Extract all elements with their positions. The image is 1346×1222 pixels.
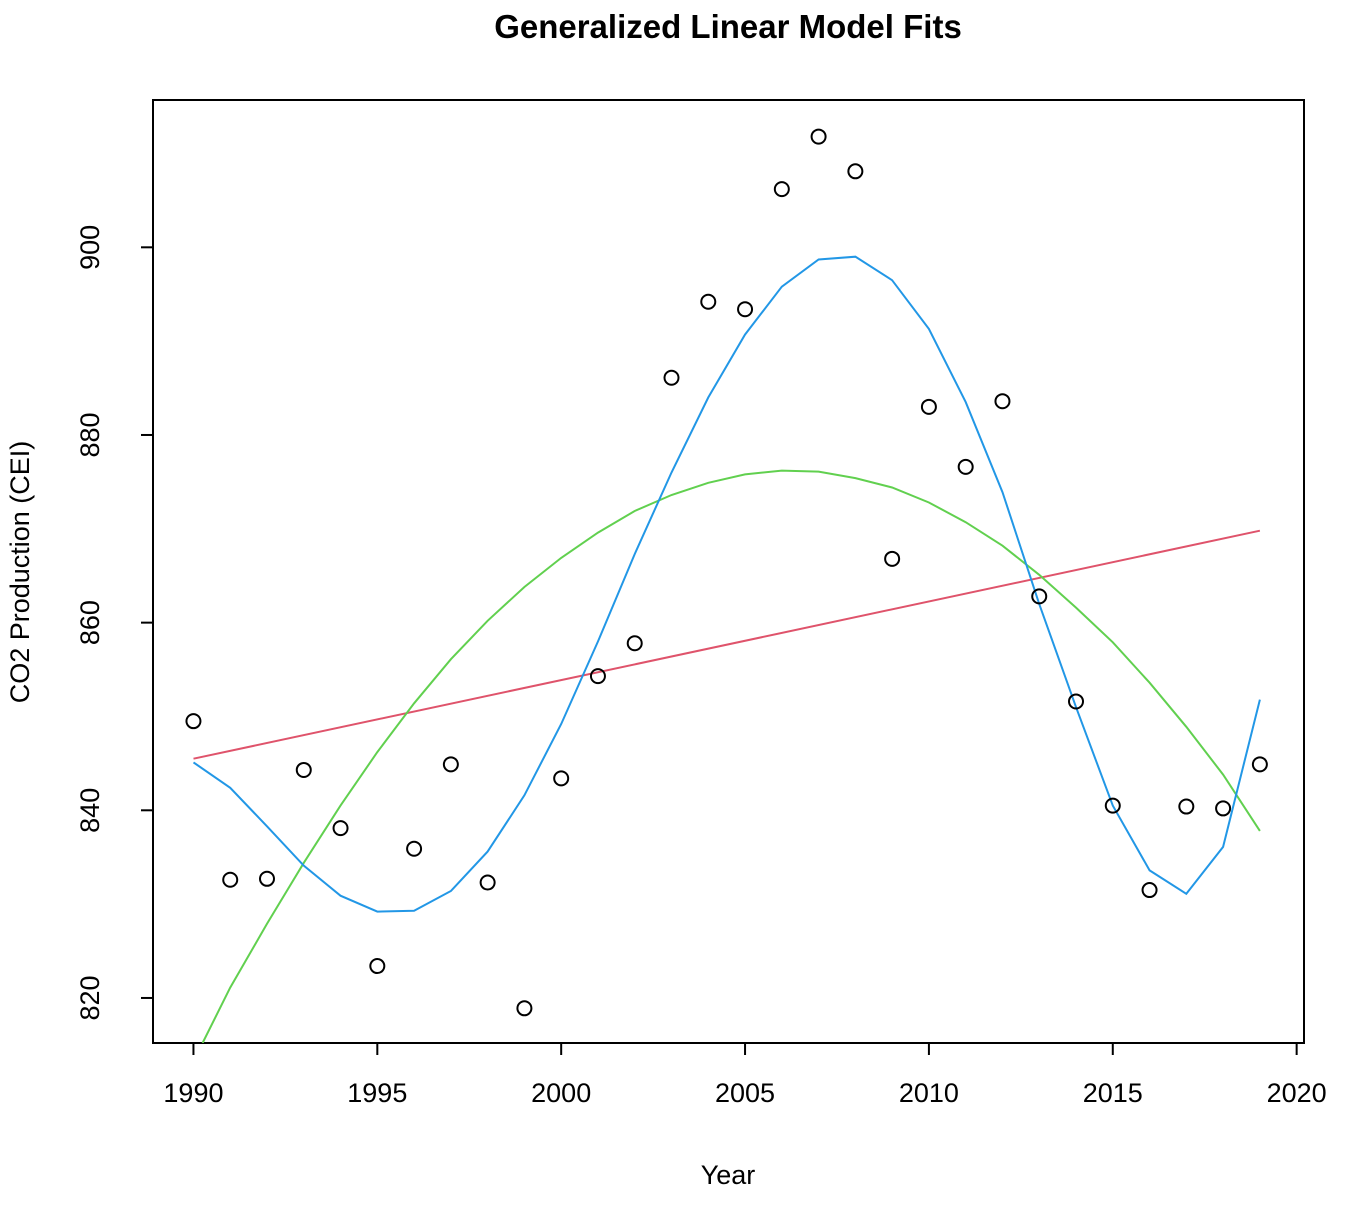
x-axis: 1990 1995 2000 2005 2010 2015 2020	[163, 1042, 1327, 1108]
data-point	[369, 958, 386, 975]
data-point	[920, 398, 937, 415]
plot-frame	[152, 99, 1305, 1044]
quadratic-fit-line	[201, 469, 1261, 1043]
data-point	[185, 713, 202, 730]
data-point	[258, 870, 275, 887]
data-point	[626, 635, 643, 652]
fit-lines	[192, 255, 1261, 1043]
data-point	[1031, 588, 1048, 605]
polynomial-fit-line	[192, 255, 1261, 913]
data-point	[700, 293, 717, 310]
data-point	[884, 550, 901, 567]
data-point	[553, 770, 570, 787]
data-point	[994, 393, 1011, 410]
x-tick-label: 2000	[531, 1078, 591, 1108]
y-axis-label: CO2 Production (CEI)	[5, 441, 35, 704]
data-point	[737, 301, 754, 318]
x-axis-label: Year	[701, 1160, 756, 1190]
y-tick-label: 900	[75, 225, 105, 270]
linear-fit-line	[193, 529, 1261, 760]
data-point	[773, 181, 790, 198]
data-point	[1215, 800, 1232, 817]
x-tick-label: 1995	[347, 1078, 407, 1108]
data-point	[1178, 798, 1195, 815]
y-axis: 820 840 860 880 900	[75, 225, 154, 1020]
x-tick-label: 2020	[1267, 1078, 1327, 1108]
x-tick-label: 2015	[1083, 1078, 1143, 1108]
data-point	[663, 369, 680, 386]
data-point	[1068, 693, 1085, 710]
chart-title: Generalized Linear Model Fits	[494, 8, 962, 45]
y-tick-label: 820	[75, 975, 105, 1020]
data-point	[957, 458, 974, 475]
data-point	[332, 820, 349, 837]
data-points	[185, 128, 1268, 1017]
data-point	[1251, 756, 1268, 773]
y-tick-label: 860	[75, 600, 105, 645]
data-point	[1104, 797, 1121, 814]
data-point	[479, 874, 496, 891]
x-tick-label: 2005	[715, 1078, 775, 1108]
data-point	[516, 1000, 533, 1017]
data-point	[295, 761, 312, 778]
data-point	[1141, 882, 1158, 899]
data-point	[589, 668, 606, 685]
data-point	[222, 871, 239, 888]
x-tick-label: 2010	[899, 1078, 959, 1108]
data-point	[810, 128, 827, 145]
data-point	[847, 163, 864, 180]
data-point	[406, 840, 423, 857]
data-point	[442, 756, 459, 773]
y-tick-label: 880	[75, 412, 105, 457]
y-tick-label: 840	[75, 788, 105, 833]
x-tick-label: 1990	[163, 1078, 223, 1108]
